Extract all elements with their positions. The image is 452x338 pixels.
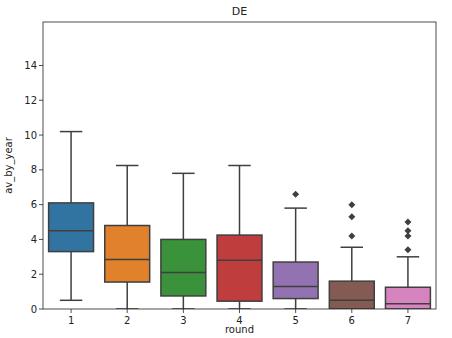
cap-high	[60, 131, 82, 133]
x-tick-label: 3	[180, 315, 186, 326]
whisker-low	[70, 252, 72, 301]
box	[49, 203, 94, 252]
x-tick	[407, 309, 408, 313]
box	[329, 281, 374, 309]
y-tick-label: 0	[31, 304, 37, 315]
y-tick	[39, 309, 43, 310]
whisker-high	[126, 166, 128, 226]
box	[273, 262, 318, 299]
y-tick-label: 2	[31, 269, 37, 280]
whisker-low	[126, 282, 128, 309]
x-tick	[127, 309, 128, 313]
x-tick	[295, 309, 296, 313]
box	[385, 287, 430, 309]
chart-svg: DE024681012141234567roundav_by_year	[0, 0, 452, 338]
cap-high	[284, 207, 306, 209]
whisker-high	[295, 208, 297, 262]
y-tick-label: 12	[24, 95, 37, 106]
y-tick	[39, 100, 43, 101]
box	[105, 226, 150, 283]
median	[273, 286, 318, 288]
plot-marks	[49, 132, 431, 309]
x-tick	[239, 309, 240, 313]
y-tick-label: 8	[31, 164, 37, 175]
outlier	[348, 213, 355, 220]
outlier	[292, 191, 299, 198]
whisker-high	[70, 132, 72, 203]
x-tick-label: 5	[292, 315, 298, 326]
cap-high	[172, 173, 194, 175]
whisker-low	[183, 296, 185, 309]
median	[105, 259, 150, 261]
cap-high	[397, 256, 419, 258]
x-tick	[183, 309, 184, 313]
x-tick-label: 6	[349, 315, 355, 326]
median	[329, 300, 374, 302]
y-tick	[39, 135, 43, 136]
y-tick-label: 4	[31, 234, 37, 245]
median	[217, 260, 262, 262]
y-axis-label: av_by_year	[3, 136, 15, 194]
cap-high	[116, 165, 138, 167]
y-tick	[39, 274, 43, 275]
chart-container: DE024681012141234567roundav_by_year	[0, 0, 452, 338]
title: DE	[232, 5, 247, 18]
y-tick	[39, 65, 43, 66]
y-tick-label: 10	[24, 130, 37, 141]
plot-frame	[43, 22, 436, 309]
x-axis-label: round	[225, 324, 254, 335]
x-tick-label: 7	[405, 315, 411, 326]
y-tick	[39, 169, 43, 170]
x-tick	[71, 309, 72, 313]
whisker-high	[351, 247, 353, 281]
outlier	[404, 227, 411, 234]
median	[49, 230, 94, 232]
cap-low	[60, 300, 82, 302]
x-tick	[351, 309, 352, 313]
box	[217, 235, 262, 301]
y-tick-label: 6	[31, 199, 37, 210]
whisker-high	[183, 173, 185, 239]
outlier	[348, 201, 355, 208]
whisker-low	[295, 299, 297, 309]
x-tick-label: 2	[124, 315, 130, 326]
y-tick-label: 14	[24, 60, 37, 71]
cap-high	[228, 165, 250, 167]
whisker-low	[239, 301, 241, 309]
whisker-high	[239, 166, 241, 236]
outlier	[348, 232, 355, 239]
y-tick	[39, 204, 43, 205]
y-tick	[39, 239, 43, 240]
median	[385, 303, 430, 305]
whisker-high	[407, 257, 409, 287]
outlier	[404, 219, 411, 226]
cap-high	[341, 247, 363, 249]
median	[161, 272, 206, 274]
outlier	[404, 246, 411, 253]
x-tick-label: 1	[68, 315, 74, 326]
box	[161, 239, 206, 296]
